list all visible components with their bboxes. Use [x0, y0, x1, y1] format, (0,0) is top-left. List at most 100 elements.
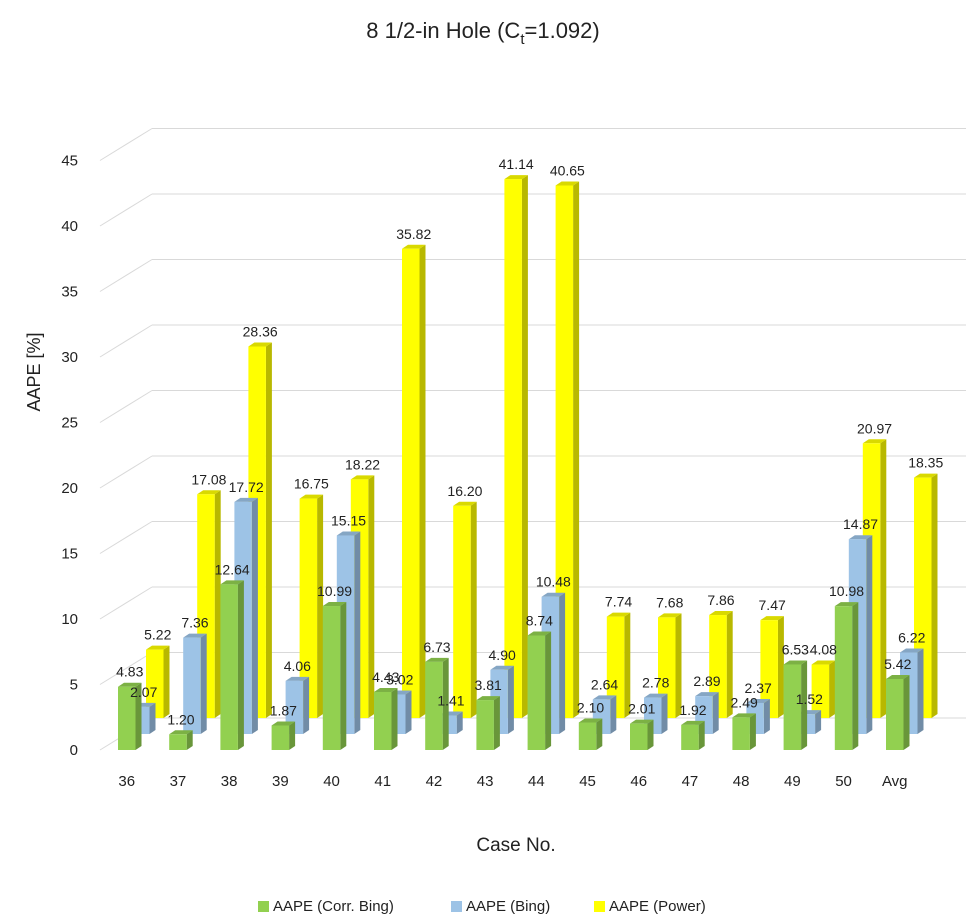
bar-front-face: [402, 248, 420, 718]
bar-top-face: [555, 181, 580, 186]
bar-top-face: [271, 721, 296, 726]
bar-side-face: [149, 702, 156, 734]
bar-side-face: [419, 244, 426, 718]
bar-side-face: [763, 698, 770, 734]
data-label: 16.20: [447, 483, 482, 499]
bar-front-face: [220, 584, 238, 750]
data-label: 18.22: [345, 456, 380, 472]
bar-top-face: [695, 692, 719, 697]
legend-swatch: [258, 901, 269, 912]
bar-front-face: [118, 686, 136, 750]
bar-side-face: [698, 720, 705, 750]
y-axis-label: AAPE [%]: [24, 332, 44, 411]
bar: [834, 602, 859, 750]
bar-front-face: [476, 700, 494, 750]
bar-top-face: [248, 342, 272, 347]
data-label: 1.41: [437, 693, 464, 709]
chart-title-subscript: t: [520, 31, 525, 48]
bar-side-face: [815, 710, 822, 734]
bar-top-face: [220, 580, 244, 585]
bar-top-face: [914, 473, 938, 478]
bar-side-face: [200, 633, 207, 734]
bar-top-face: [234, 497, 258, 502]
y-tick-label: 30: [61, 349, 78, 366]
data-label: 2.49: [731, 694, 758, 710]
bars: [118, 175, 938, 750]
bar: [732, 713, 756, 750]
y-tick-label: 15: [61, 546, 78, 563]
bar-top-face: [811, 660, 836, 665]
data-label: 5.22: [144, 627, 171, 643]
data-label: 10.48: [536, 574, 571, 590]
data-label: 2.01: [628, 701, 655, 717]
bar-side-face: [829, 660, 836, 718]
y-tick-label: 25: [61, 415, 78, 432]
bar: [169, 730, 193, 750]
bar-side-face: [866, 535, 873, 734]
bar-side-face: [251, 497, 258, 734]
data-label: 7.36: [181, 615, 208, 631]
bar-front-face: [183, 637, 201, 734]
bar-front-face: [271, 725, 290, 750]
bar: [285, 676, 310, 734]
bar-top-face: [658, 613, 682, 618]
bar-top-face: [681, 720, 705, 725]
data-label: 12.64: [215, 561, 250, 577]
bar: [146, 645, 170, 718]
bar-front-face: [169, 734, 187, 750]
bar-front-face: [606, 616, 625, 718]
bar-side-face: [573, 181, 580, 719]
bar: [811, 660, 836, 718]
legend-item: AAPE (Corr. Bing): [258, 898, 394, 915]
gridline-diagonal: [99, 652, 153, 685]
bar-top-face: [183, 633, 207, 638]
data-label: 7.68: [656, 594, 683, 610]
bar-side-face: [368, 475, 375, 718]
bar-side-face: [507, 665, 514, 734]
data-label: 10.98: [829, 583, 864, 599]
data-label: 2.78: [642, 675, 669, 691]
gridline-diagonal: [99, 586, 153, 620]
data-label: 3.02: [386, 671, 413, 687]
bar-side-face: [545, 631, 552, 750]
data-label: 7.86: [707, 592, 734, 608]
gridline-diagonal: [99, 128, 153, 161]
bar-front-face: [811, 664, 830, 718]
bar-side-face: [596, 718, 603, 750]
bar-front-face: [732, 717, 750, 750]
bar-front-face: [527, 635, 546, 750]
data-label: 20.97: [857, 420, 892, 436]
bar-top-face: [630, 719, 654, 724]
bar-top-face: [886, 674, 910, 679]
bar-side-face: [801, 660, 808, 750]
bar-side-face: [442, 657, 449, 750]
data-label: 6.53: [782, 641, 809, 657]
x-tick-label: 45: [579, 773, 596, 790]
bar-side-face: [624, 612, 631, 718]
bar: [606, 612, 631, 718]
bar-side-face: [712, 692, 719, 734]
y-tick-label: 10: [61, 611, 78, 628]
data-label: 16.75: [294, 476, 329, 492]
y-tick-label: 45: [61, 153, 78, 170]
bar-side-face: [405, 690, 412, 734]
bar-top-face: [760, 616, 784, 621]
data-label: 1.52: [796, 691, 823, 707]
x-tick-label: 41: [374, 773, 391, 790]
data-label: 18.35: [908, 455, 943, 471]
gridline-diagonal: [99, 455, 153, 489]
x-tick-label: 49: [784, 773, 801, 790]
x-tick-label: 40: [323, 773, 340, 790]
bar-top-face: [746, 698, 770, 703]
legend-item: AAPE (Power): [594, 898, 706, 915]
bar-top-face: [732, 713, 756, 718]
legend: AAPE (Corr. Bing) AAPE (Bing) AAPE (Power): [258, 898, 706, 915]
bar-top-face: [118, 682, 142, 687]
bar-front-face: [886, 678, 904, 750]
bar-side-face: [456, 711, 463, 734]
bar-side-face: [391, 687, 398, 750]
data-label: 1.92: [679, 702, 706, 718]
bar-front-face: [322, 606, 341, 750]
x-tick-label: 46: [630, 773, 647, 790]
